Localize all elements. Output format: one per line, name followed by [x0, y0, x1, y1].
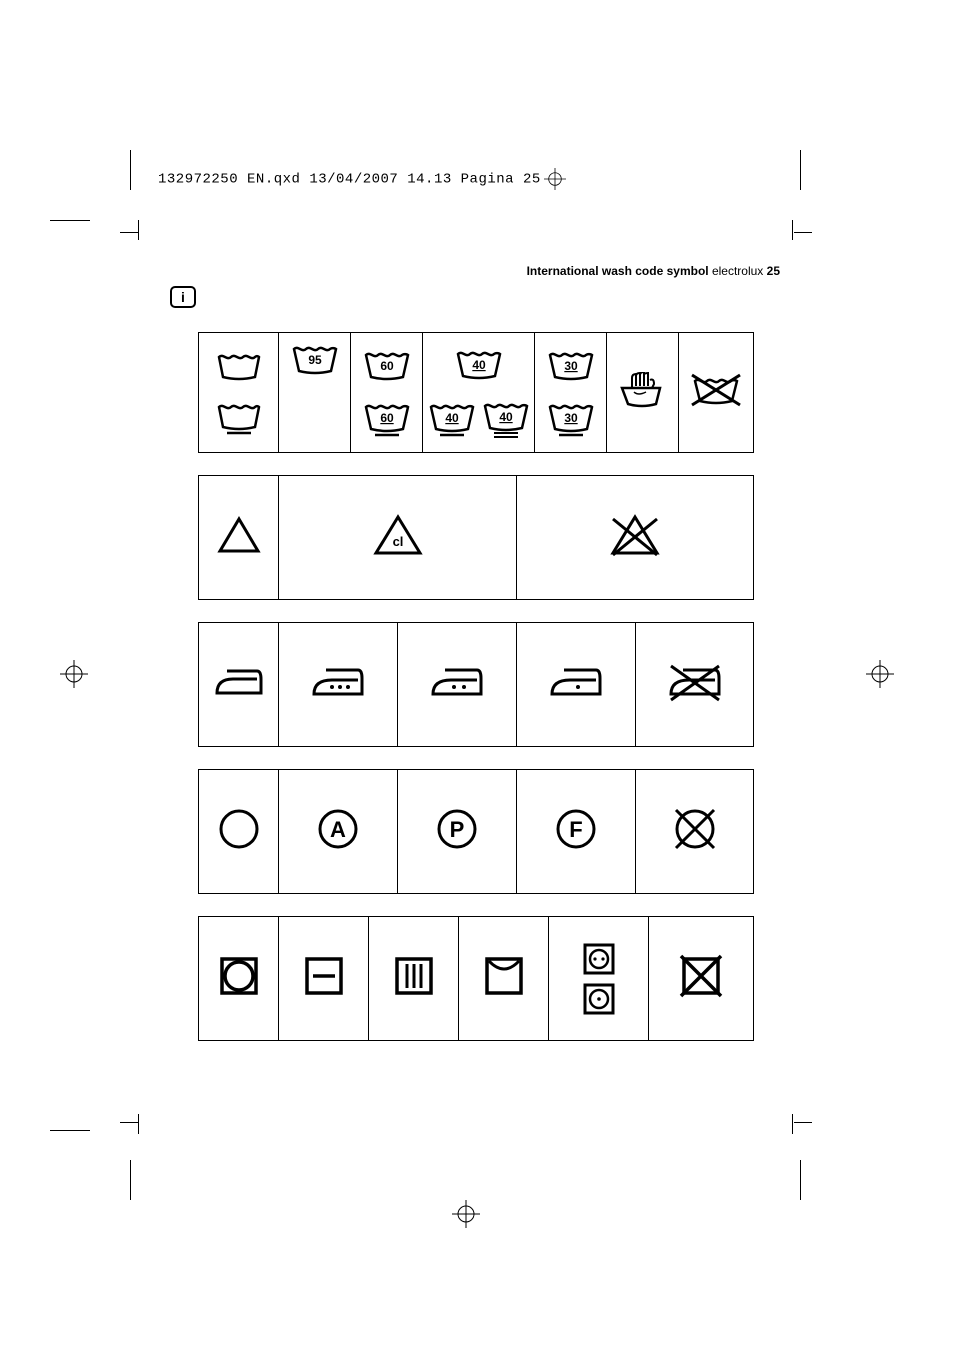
info-icon: i [170, 286, 196, 308]
svg-text:30: 30 [564, 411, 578, 425]
iron-category-icon [199, 623, 279, 747]
crop-mark [50, 220, 90, 221]
iron-hot-icon [279, 623, 398, 747]
wash-category-icon [199, 333, 279, 453]
wash-table: 95 60 60 40 40 40 [198, 332, 754, 453]
no-iron-icon [636, 623, 754, 747]
registration-mark-icon [544, 168, 566, 190]
svg-text:40: 40 [445, 411, 459, 425]
svg-text:60: 60 [380, 411, 394, 425]
crop-mark [130, 150, 131, 190]
crop-mark [792, 1114, 793, 1134]
crop-mark [792, 220, 793, 240]
no-dryclean-icon [636, 770, 754, 894]
svg-text:F: F [569, 817, 582, 842]
svg-text:40: 40 [499, 410, 513, 424]
dry-flat-icon [279, 917, 369, 1041]
dryclean-p-icon: P [398, 770, 517, 894]
handwash-icon [607, 333, 679, 453]
bleach-category-icon [199, 476, 279, 600]
dryclean-a-icon: A [279, 770, 398, 894]
svg-text:cl: cl [392, 534, 403, 549]
wash-30-cell: 30 30 [535, 333, 607, 453]
wash-95-cell: 95 [279, 333, 351, 453]
crop-mark [794, 232, 812, 233]
page: 132972250 EN.qxd 13/04/2007 14.13 Pagina… [0, 0, 954, 1350]
crop-mark [120, 1122, 138, 1123]
symbol-tables: 95 60 60 40 40 40 [198, 332, 754, 1063]
imposition-text: 132972250 EN.qxd 13/04/2007 14.13 Pagina… [158, 172, 541, 188]
dryclean-table: A P F [198, 769, 754, 894]
crop-mark [120, 232, 138, 233]
svg-text:95: 95 [308, 353, 322, 367]
crop-mark [800, 1160, 801, 1200]
tumble-dry-icons [549, 917, 649, 1041]
section-title: International wash code symbol [527, 264, 709, 278]
wash-40-cell: 40 40 40 [423, 333, 535, 453]
crop-mark [130, 1160, 131, 1200]
no-tumble-dry-icon [649, 917, 754, 1041]
svg-text:40: 40 [472, 358, 486, 372]
crop-mark [800, 150, 801, 190]
registration-mark-icon [60, 660, 88, 688]
registration-mark-icon [866, 660, 894, 688]
wash-60-cell: 60 60 [351, 333, 423, 453]
imposition-header: 132972250 EN.qxd 13/04/2007 14.13 Pagina… [158, 168, 566, 190]
iron-med-icon [398, 623, 517, 747]
svg-text:60: 60 [380, 359, 394, 373]
dryclean-f-icon: F [517, 770, 636, 894]
svg-text:30: 30 [564, 359, 578, 373]
crop-mark [138, 1114, 139, 1134]
iron-table [198, 622, 754, 747]
drying-table [198, 916, 754, 1041]
crop-mark [50, 1130, 90, 1131]
bleach-table: cl [198, 475, 754, 600]
chlorine-bleach-icon: cl [279, 476, 517, 600]
svg-text:P: P [450, 817, 465, 842]
brand: electrolux [709, 264, 767, 278]
page-number: 25 [767, 264, 780, 278]
dryclean-category-icon [199, 770, 279, 894]
info-glyph: i [181, 289, 185, 305]
no-wash-icon [679, 333, 754, 453]
iron-low-icon [517, 623, 636, 747]
no-bleach-icon [517, 476, 754, 600]
svg-text:A: A [330, 817, 346, 842]
crop-mark [138, 220, 139, 240]
drip-dry-icon [369, 917, 459, 1041]
registration-mark-icon [452, 1200, 480, 1228]
hang-dry-icon [459, 917, 549, 1041]
running-header: International wash code symbol electrolu… [527, 264, 780, 278]
crop-mark [794, 1122, 812, 1123]
drying-category-icon [199, 917, 279, 1041]
